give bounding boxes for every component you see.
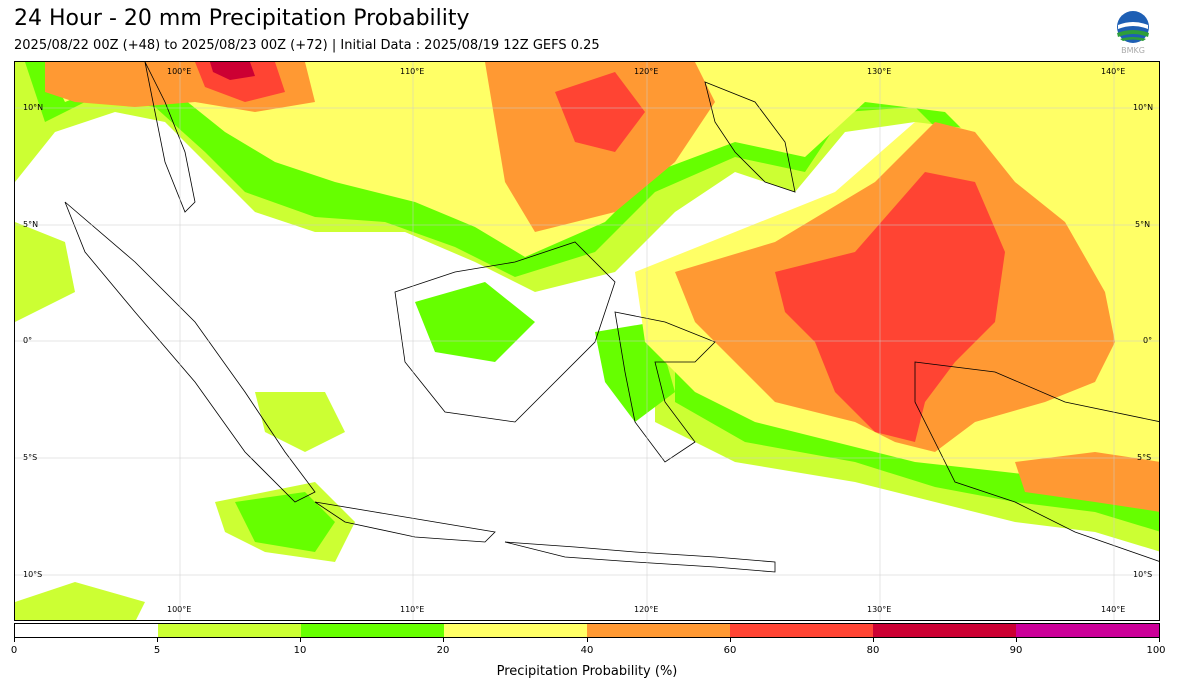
- coastlines: [64, 62, 1159, 573]
- prob-40-60-area-southeast: [1015, 452, 1159, 512]
- kalimantan-coast: [394, 241, 616, 423]
- colorbar-tick: [300, 637, 301, 642]
- colorbar-tick-label-60: 60: [723, 645, 737, 656]
- colorbar-tick-label-0: 0: [10, 645, 18, 656]
- java-coast: [314, 501, 496, 543]
- lat-label-10n-left: 10°N: [23, 103, 44, 112]
- colorbar-segment-90-100: [1016, 624, 1159, 637]
- lat-label-5n-left: 5°N: [23, 220, 39, 229]
- colorbar-tick-label-5: 5: [153, 645, 161, 656]
- colorbar-segment-10-20: [301, 624, 444, 637]
- colorbar-segment-5-10: [158, 624, 301, 637]
- lon-label-140e-top: 140°E: [1101, 67, 1126, 76]
- colorbar-segment-60-80: [730, 624, 873, 637]
- philippines-coast: [704, 81, 796, 193]
- lon-label-130e-bottom: 130°E: [867, 605, 892, 614]
- page-title: 24 Hour - 20 mm Precipitation Probabilit…: [14, 6, 470, 31]
- lat-label-10s-left: 10°S: [23, 570, 43, 579]
- colorbar-title: Precipitation Probability (%): [496, 664, 678, 679]
- malay-peninsula-coast: [144, 62, 196, 213]
- colorbar-tick-label-80: 80: [866, 645, 880, 656]
- lon-label-120e-bottom: 120°E: [634, 605, 659, 614]
- lat-label-5n-right: 5°N: [1135, 220, 1151, 229]
- lon-label-110e-top: 110°E: [400, 67, 425, 76]
- lon-label-110e-bottom: 110°E: [400, 605, 425, 614]
- bmkg-logo: BMKG: [1117, 11, 1149, 55]
- colorbar-tick: [157, 637, 158, 642]
- lon-label-130e-top: 130°E: [867, 67, 892, 76]
- colorbar-tick-label-90: 90: [1009, 645, 1023, 656]
- lon-label-120e-top: 120°E: [634, 67, 659, 76]
- lon-label-100e-top: 100°E: [167, 67, 192, 76]
- colorbar-segment-80-90: [873, 624, 1016, 637]
- colorbar-segment-20-40: [444, 624, 587, 637]
- colorbar-tick-label-100: 100: [1146, 645, 1166, 656]
- svg-text:BMKG: BMKG: [1121, 46, 1145, 55]
- lon-label-100e-bottom: 100°E: [167, 605, 192, 614]
- prob-5-10-area-java: [255, 392, 345, 452]
- prob-10-20-area-sumatra: [235, 492, 335, 552]
- colorbar-segment-40-60: [587, 624, 730, 637]
- lon-label-140e-bottom: 140°E: [1101, 605, 1126, 614]
- colorbar-tick-label-10: 10: [293, 645, 307, 656]
- colorbar-tick-label-40: 40: [580, 645, 594, 656]
- lat-label-0-left: 0°: [23, 336, 33, 345]
- colorbar: [14, 623, 1160, 638]
- prob-60-80-area-east: [775, 172, 1005, 442]
- colorbar-tick: [14, 637, 15, 642]
- prob-10-20-area-kalimantan: [415, 282, 535, 362]
- graticule: [15, 62, 1159, 620]
- page-subtitle: 2025/08/22 00Z (+48) to 2025/08/23 00Z (…: [14, 38, 600, 53]
- colorbar-tick: [730, 637, 731, 642]
- prob-60-80-area-scs: [555, 72, 645, 152]
- sumatra-coast: [64, 201, 316, 503]
- lat-label-10n-right: 10°N: [1133, 103, 1154, 112]
- lat-label-5s-left: 5°S: [23, 453, 38, 462]
- lat-label-5s-right: 5°S: [1137, 453, 1152, 462]
- lat-label-0-right: 0°: [1143, 336, 1153, 345]
- nusa-tenggara-coast: [504, 541, 776, 573]
- precipitation-map: 100°E 110°E 120°E 130°E 140°E 100°E 110°…: [14, 61, 1160, 621]
- colorbar-tick: [873, 637, 874, 642]
- sulawesi-coast: [614, 311, 716, 463]
- prob-5-10-area-west: [15, 222, 75, 322]
- colorbar-tick-label-20: 20: [436, 645, 450, 656]
- papua-coast: [914, 361, 1159, 562]
- colorbar-tick: [1016, 637, 1017, 642]
- colorbar-segment-0-5: [15, 624, 158, 637]
- prob-80-90-area: [210, 62, 255, 80]
- colorbar-tick: [1159, 637, 1160, 642]
- colorbar-tick: [443, 637, 444, 642]
- probability-fields: [15, 62, 1159, 620]
- prob-5-10-area-sw: [15, 582, 145, 620]
- lat-label-10s-right: 10°S: [1133, 570, 1153, 579]
- colorbar-tick: [587, 637, 588, 642]
